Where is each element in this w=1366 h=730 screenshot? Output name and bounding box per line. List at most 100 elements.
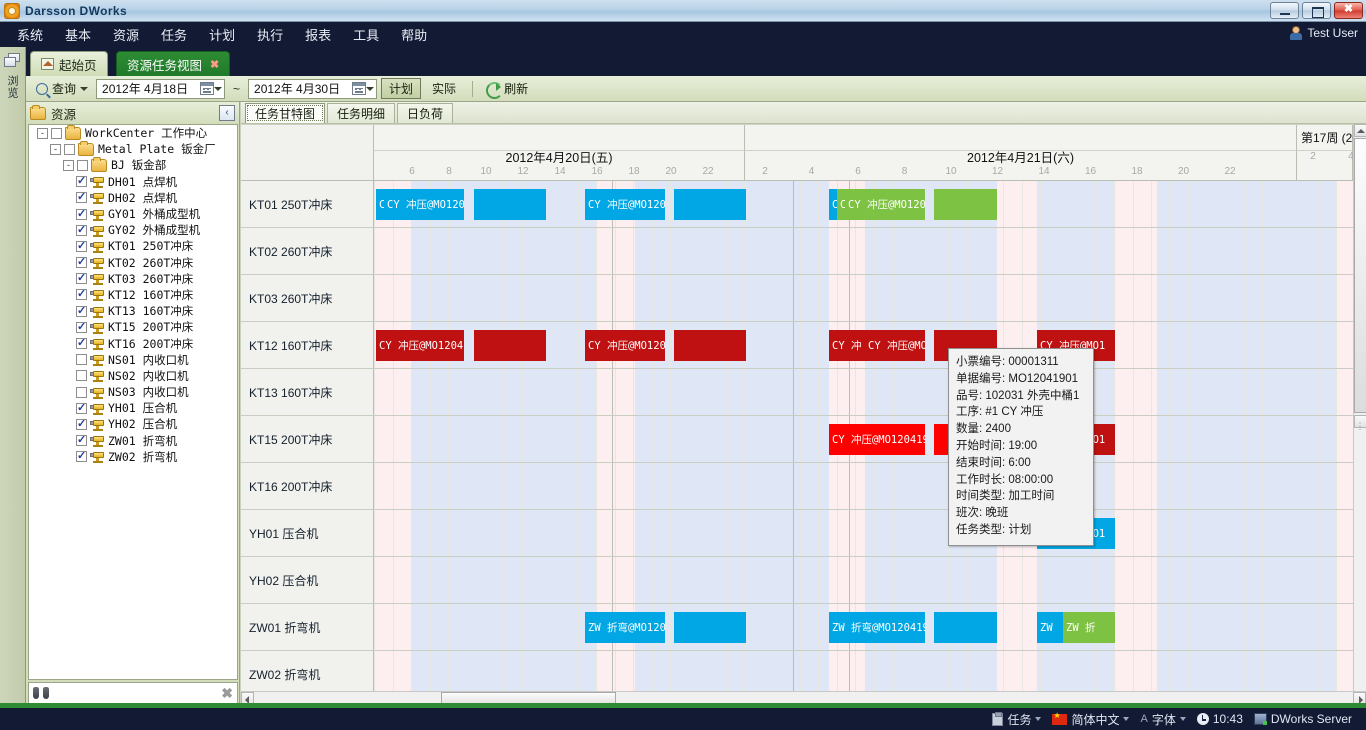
maximize-button[interactable] (1302, 2, 1331, 19)
gantt-row-label[interactable]: KT15 200T冲床 (241, 416, 374, 462)
tree-checkbox[interactable] (76, 336, 87, 350)
tab-task-detail[interactable]: 任务明细 (327, 103, 396, 123)
gantt-row-label[interactable]: YH01 压合机 (241, 510, 374, 556)
menu-item-system[interactable]: 系统 (17, 28, 44, 43)
menu-item-help[interactable]: 帮助 (401, 28, 428, 43)
gantt-row-label[interactable]: KT13 160T冲床 (241, 369, 374, 415)
collapse-panel-button[interactable]: ‹ (219, 105, 235, 121)
gantt-row-track[interactable]: CY 冲压@MO12041904CY 冲压@MO12041904CY 冲CY 冲… (374, 322, 1353, 368)
tree-checkbox[interactable] (76, 417, 87, 430)
binoculars-icon[interactable] (33, 687, 49, 699)
side-strip[interactable]: 浏览 (0, 47, 26, 706)
chevron-down-icon[interactable] (1179, 717, 1186, 721)
gantt-task-bar[interactable]: CY 冲 (829, 330, 865, 361)
gantt-task-bar[interactable]: ZW (1037, 612, 1063, 643)
status-task[interactable]: 任务 (988, 711, 1045, 728)
gantt-task-bar[interactable]: CY 冲压@MO12041903 (829, 424, 925, 455)
date-to-field[interactable]: 2012年 4月30日 (248, 78, 378, 99)
gantt-task-bar[interactable] (934, 189, 997, 220)
menu-item-basic[interactable]: 基本 (65, 28, 92, 43)
gantt-row-label[interactable]: KT16 200T冲床 (241, 463, 374, 509)
tab-task-gantt[interactable]: 任务甘特图 (245, 103, 326, 123)
tree-item-dh02[interactable]: DH02 点焊机 (29, 190, 237, 206)
gantt-task-bar[interactable]: CY 冲压@MO12041901 (384, 189, 464, 220)
menu-item-resource[interactable]: 资源 (113, 28, 140, 43)
gantt-vertical-scrollbar[interactable]: ⋮ (1353, 124, 1366, 706)
menu-item-report[interactable]: 报表 (305, 28, 332, 43)
tree-item-ns02[interactable]: NS02 内收口机 (29, 368, 237, 384)
menu-item-execute[interactable]: 执行 (257, 28, 284, 43)
clear-search-icon[interactable]: ✖ (221, 684, 233, 701)
tree-item-workcenter[interactable]: - WorkCenter 工作中心 (29, 125, 237, 141)
tree-item-kt12[interactable]: KT12 160T冲床 (29, 287, 237, 303)
gantt-task-bar[interactable]: ZW 折弯@MO12041901 (829, 612, 925, 643)
close-tab-icon[interactable]: ✖ (210, 58, 220, 71)
gantt-row-track[interactable]: YH 压合@MO1 (374, 510, 1353, 556)
date-from-field[interactable]: 2012年 4月18日 (96, 78, 226, 99)
status-language[interactable]: 简体中文 (1048, 711, 1133, 728)
tree-item-gy01[interactable]: GY01 外桶成型机 (29, 206, 237, 222)
tree-checkbox[interactable] (76, 207, 87, 220)
tree-item-dh01[interactable]: DH01 点焊机 (29, 174, 237, 190)
close-button[interactable] (1334, 2, 1363, 19)
gantt-row-label[interactable]: KT03 260T冲床 (241, 275, 374, 321)
gantt-row-track[interactable] (374, 651, 1353, 697)
minimize-button[interactable] (1270, 2, 1299, 19)
tree-item-ns03[interactable]: NS03 内收口机 (29, 384, 237, 400)
tree-checkbox[interactable] (76, 287, 87, 301)
tree-item-yh01[interactable]: YH01 压合机 (29, 400, 237, 416)
gantt-row-track[interactable] (374, 275, 1353, 321)
tree-item-kt13[interactable]: KT13 160T冲床 (29, 303, 237, 319)
scroll-up-button[interactable] (1354, 124, 1366, 137)
tree-checkbox[interactable] (77, 159, 88, 171)
tree-checkbox[interactable] (64, 143, 75, 155)
gantt-task-bar[interactable]: C (837, 189, 845, 220)
page-tab-resource-task-view[interactable]: 资源任务视图 ✖ (116, 51, 231, 76)
gantt-task-bar[interactable] (474, 189, 546, 220)
tree-checkbox[interactable] (76, 386, 87, 398)
menu-item-tools[interactable]: 工具 (353, 28, 380, 43)
resource-tree[interactable]: -WorkCenter 工作中心-Metal Plate 钣金厂-BJ 钣金部D… (28, 124, 238, 680)
tree-checkbox[interactable] (76, 320, 87, 333)
tree-item-metal-plate[interactable]: - Metal Plate 钣金厂 (29, 140, 237, 157)
tree-item-zw02[interactable]: ZW02 折弯机 (29, 449, 237, 465)
gantt-row-track[interactable] (374, 557, 1353, 603)
menu-item-task[interactable]: 任务 (161, 28, 188, 43)
tree-checkbox[interactable] (76, 354, 87, 366)
gantt-row-track[interactable] (374, 463, 1353, 509)
chevron-down-icon[interactable] (80, 86, 89, 91)
gantt-task-bar[interactable] (674, 189, 746, 220)
tree-expander-icon[interactable]: - (37, 127, 48, 139)
tree-expander-icon[interactable]: - (50, 143, 61, 155)
gantt-row-label[interactable]: ZW02 折弯机 (241, 651, 374, 697)
gantt-row-label[interactable]: KT12 160T冲床 (241, 322, 374, 368)
tree-checkbox[interactable] (76, 255, 87, 269)
gantt-row-track[interactable]: CY 冲压@MO12041903CY 冲压@MO1 (374, 416, 1353, 462)
gantt-row-label[interactable]: ZW01 折弯机 (241, 604, 374, 650)
tab-daily-load[interactable]: 日负荷 (397, 103, 454, 123)
tree-checkbox[interactable] (76, 401, 87, 414)
gantt-task-bar[interactable]: CY 冲压@MO12041904 (865, 330, 925, 361)
tree-checkbox[interactable] (76, 190, 87, 204)
gantt-row-label[interactable]: YH02 压合机 (241, 557, 374, 603)
date-from-dropdown-icon[interactable] (214, 86, 223, 91)
gantt-row-track[interactable]: CCY 冲压@MO12041901CY 冲压@MO12041901CCCY 冲压… (374, 181, 1353, 227)
tree-item-gy02[interactable]: GY02 外桶成型机 (29, 222, 237, 238)
chevron-down-icon[interactable] (1035, 717, 1042, 721)
tree-checkbox[interactable] (76, 174, 87, 188)
page-tab-home[interactable]: 起始页 (30, 51, 108, 76)
chevron-down-icon[interactable] (1123, 717, 1130, 721)
plan-toggle[interactable]: 计划 (381, 78, 422, 99)
gantt-task-bar[interactable]: C (376, 189, 384, 220)
date-to-dropdown-icon[interactable] (366, 86, 375, 91)
tree-checkbox[interactable] (76, 370, 87, 382)
gantt-row-track[interactable] (374, 369, 1353, 415)
tree-checkbox[interactable] (76, 304, 87, 317)
calendar-icon[interactable] (352, 82, 367, 95)
tree-expander-icon[interactable]: - (63, 159, 74, 171)
gantt-task-bar[interactable]: CY 冲压@MO12041901 (585, 189, 665, 220)
tree-checkbox[interactable] (76, 239, 87, 252)
tree-item-yh02[interactable]: YH02 压合机 (29, 416, 237, 432)
status-font[interactable]: A 字体 (1136, 711, 1189, 728)
